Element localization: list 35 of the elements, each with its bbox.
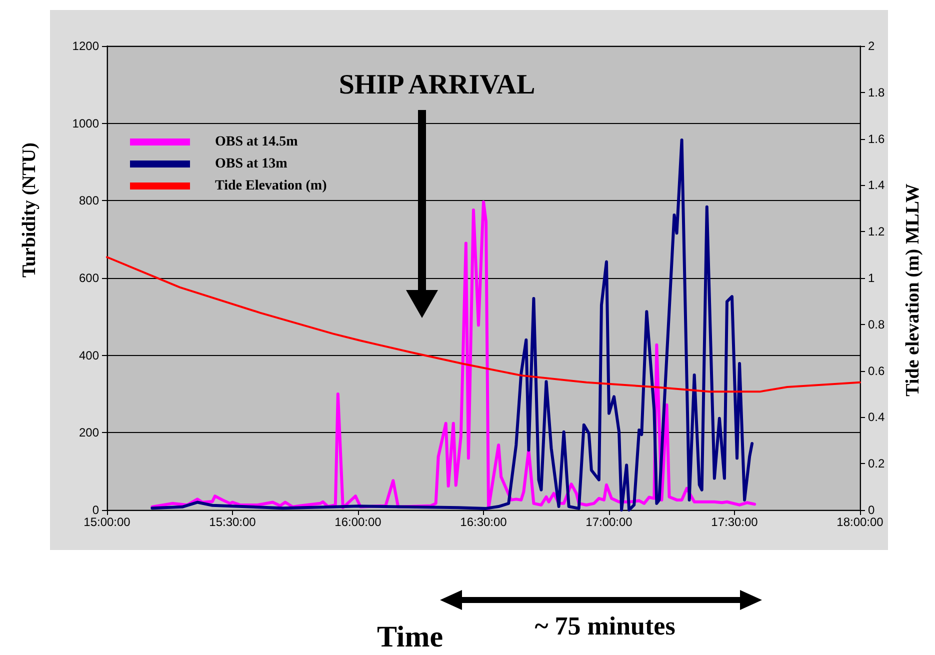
legend-label: OBS at 13m [215, 156, 288, 172]
y2-tick-label: 1.4 [868, 178, 886, 192]
x-axis-title: Time [376, 620, 444, 654]
x-tick-label: 16:00:00 [334, 515, 382, 529]
x-tick-label: 17:00:00 [586, 515, 633, 529]
y-axis-title: Turbidity (NTU) [19, 142, 40, 278]
y2-axis-title: Tide elevation (m) MLLW [902, 184, 924, 396]
legend-label: OBS at 14.5m [215, 134, 298, 150]
y2-tick-label: 1 [868, 271, 875, 285]
y2-tick-label: 0 [868, 503, 875, 517]
line-series [150, 138, 754, 512]
text: ~ 75 minutes [534, 612, 676, 640]
y2-tick-label: 0.2 [868, 456, 886, 471]
legend-label: Tide Elevation (m) [215, 178, 328, 194]
y2-tick-label: 0.6 [868, 364, 886, 378]
y-tick-label: 400 [78, 348, 100, 362]
y2-tick-label: 1.6 [868, 132, 886, 146]
x-tick-label: 17:30:00 [711, 515, 758, 529]
y-tick-label: 0 [92, 503, 100, 517]
y2-tick-label: 0.8 [868, 317, 886, 332]
y-tick-label: 600 [78, 271, 100, 285]
y2-tick-label: 1.8 [868, 85, 886, 100]
line-series [150, 200, 756, 510]
x-tick-label: 16:30:00 [460, 515, 508, 529]
y2-tick-label: 0.4 [868, 410, 886, 424]
y-tick-label: 800 [78, 194, 100, 208]
y2-tick-label: 1.2 [868, 224, 886, 239]
x-tick-label: 18:00:00 [836, 515, 884, 529]
x-tick-label: 15:30:00 [209, 515, 256, 529]
x-tick-label: 15:00:00 [84, 515, 131, 529]
y-tick-label: 1000 [72, 116, 100, 130]
y-tick-label: 1200 [72, 39, 100, 53]
y2-tick-label: 2 [868, 39, 875, 53]
y-tick-label: 200 [78, 426, 100, 440]
annotation: SHIP ARRIVAL [338, 70, 536, 100]
